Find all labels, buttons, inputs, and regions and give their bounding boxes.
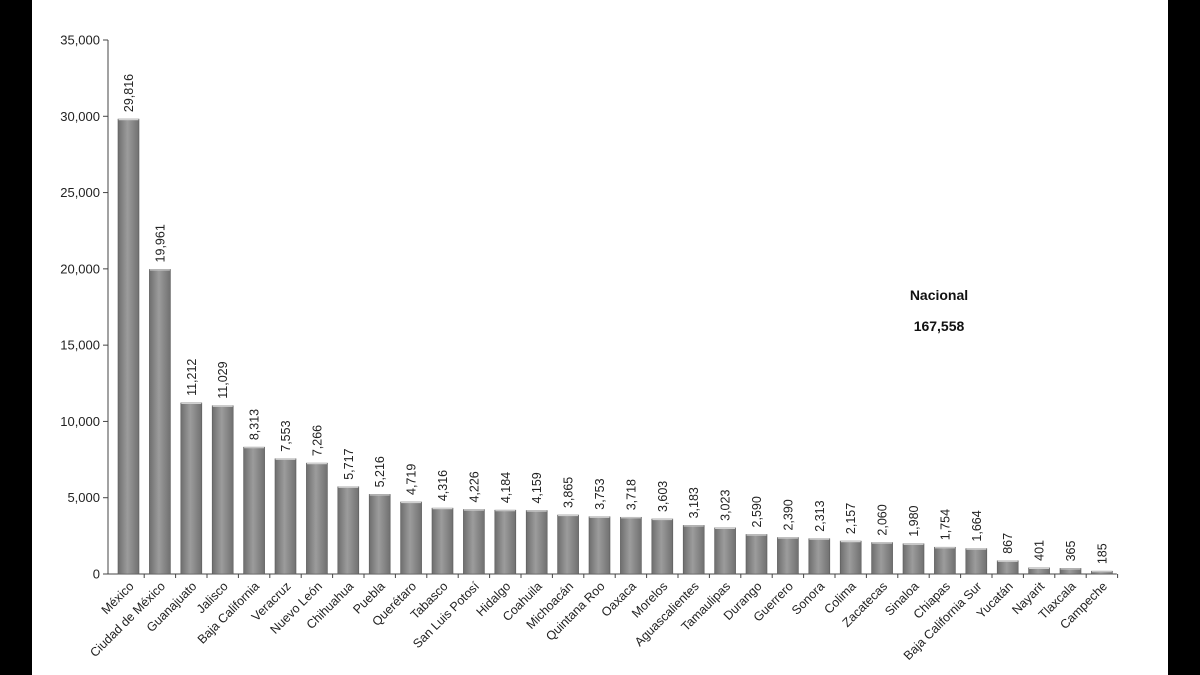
bar [463, 509, 485, 575]
y-tick-label: 20,000 [60, 261, 100, 276]
bar [306, 462, 328, 575]
y-tick-label: 25,000 [60, 185, 100, 200]
bars [117, 118, 1113, 575]
bar [180, 402, 203, 575]
value-label: 3,865 [562, 477, 576, 508]
bar [211, 405, 234, 575]
y-tick-label: 0 [93, 567, 100, 582]
value-label: 7,553 [279, 420, 293, 451]
bar [808, 538, 831, 575]
bar [494, 509, 517, 575]
value-label: 1,980 [907, 505, 921, 536]
value-labels: 29,816 19,961 11,212 11,029 8,313 7,553 7,266 5… [122, 74, 1109, 564]
x-axis [108, 573, 1119, 578]
chart-panel: 0 5,000 10,000 15,000 20,000 25,000 30,000 35,0… [32, 0, 1168, 675]
bar [965, 548, 988, 575]
value-label: 29,816 [122, 74, 136, 112]
bar [588, 516, 611, 575]
value-label: 4,226 [467, 471, 481, 502]
bar-chart: 0 5,000 10,000 15,000 20,000 25,000 30,000 35,0… [60, 33, 1119, 663]
bar [431, 507, 454, 575]
bar [682, 525, 705, 575]
value-label: 1,754 [938, 509, 952, 540]
value-label: 3,718 [624, 479, 638, 510]
value-label: 19,961 [153, 224, 167, 262]
bar [117, 118, 140, 575]
bar [525, 510, 548, 575]
bar [839, 540, 862, 575]
bar [651, 518, 674, 575]
y-tick-label: 30,000 [60, 109, 100, 124]
category-label: Sonora [789, 579, 827, 617]
value-label: 5,717 [342, 448, 356, 479]
value-label: 2,390 [781, 499, 795, 530]
value-label: 3,603 [656, 481, 670, 512]
bar [400, 501, 422, 575]
y-tick-label: 5,000 [67, 490, 100, 505]
bar [902, 543, 925, 575]
bar [777, 537, 799, 575]
bar [934, 546, 956, 575]
bar [745, 534, 768, 575]
value-label: 1,664 [970, 510, 984, 541]
bar [274, 458, 297, 575]
y-tick-label: 15,000 [60, 338, 100, 353]
value-label: 3,183 [687, 487, 701, 518]
value-label: 4,159 [530, 472, 544, 503]
bar [871, 542, 893, 575]
y-tick-label: 35,000 [60, 33, 100, 48]
value-label: 185 [1095, 543, 1109, 564]
y-tick-label: 10,000 [60, 414, 100, 429]
value-label: 867 [1001, 533, 1015, 554]
value-label: 11,029 [216, 361, 230, 398]
value-label: 5,216 [373, 456, 387, 487]
national-total: 167,558 [914, 318, 965, 334]
value-label: 2,590 [750, 496, 764, 527]
value-label: 2,313 [813, 500, 827, 531]
bar [337, 486, 360, 575]
value-label: 7,266 [310, 425, 324, 456]
value-label: 8,313 [248, 409, 262, 440]
value-label: 2,157 [844, 503, 858, 534]
national-label: Nacional [910, 287, 968, 303]
value-label: 4,184 [499, 472, 513, 503]
bar [714, 527, 736, 575]
value-label: 3,753 [593, 478, 607, 509]
bar [557, 514, 579, 575]
value-label: 4,719 [405, 464, 419, 495]
y-axis: 0 5,000 10,000 15,000 20,000 25,000 30,000 35,0… [60, 33, 109, 582]
value-label: 365 [1064, 541, 1078, 562]
value-label: 11,212 [185, 359, 199, 396]
bar [243, 446, 265, 575]
bar [149, 269, 171, 575]
bar [996, 560, 1019, 575]
bar [368, 494, 391, 575]
value-label: 3,023 [719, 490, 733, 521]
bar [620, 516, 642, 575]
value-label: 401 [1033, 540, 1047, 561]
value-label: 2,060 [876, 504, 890, 535]
value-label: 4,316 [436, 470, 450, 501]
